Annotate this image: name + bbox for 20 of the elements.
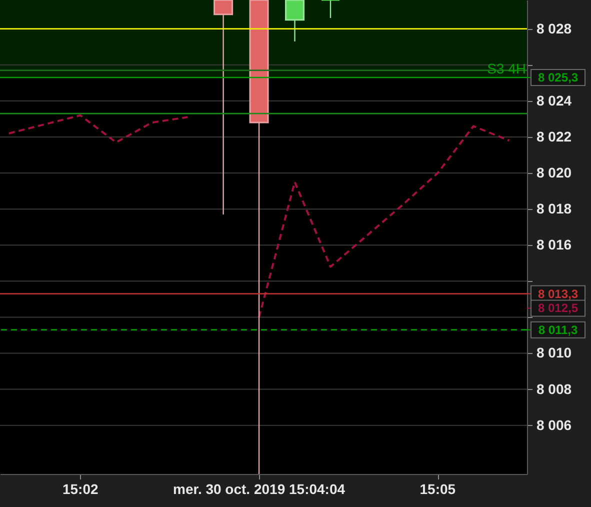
y-tick-label: 8 022 [536, 128, 572, 144]
y2-tick-label: 8 013,3 [538, 286, 578, 301]
y-tick-label: 8 006 [536, 416, 572, 433]
x-tick-label: 15:02 [62, 481, 99, 497]
y-tick-label: 8 010 [536, 344, 572, 361]
y-tick-label: 8 008 [536, 380, 572, 397]
x-tick-label: mer. 30 oct. 2019 15:04:04 [173, 481, 346, 497]
y-tick-label: 8 028 [536, 20, 572, 36]
y2-tick-label: 8 011,3 [538, 322, 578, 337]
candlestick [320, 0, 340, 19]
y-tick-label: 8 018 [536, 200, 572, 217]
y-tick-label: 8 020 [536, 164, 572, 181]
candlestick [285, 0, 305, 42]
x-tick-label: 15:05 [420, 481, 456, 497]
y2-tick-label: 8 025,3 [538, 70, 578, 84]
y-tick-label: 8 024 [536, 92, 572, 108]
candlestick [214, 0, 234, 216]
y2-tick-label: 8 012,5 [538, 301, 578, 316]
candlestick [249, 0, 269, 475]
y-tick-label: 8 016 [536, 236, 572, 253]
